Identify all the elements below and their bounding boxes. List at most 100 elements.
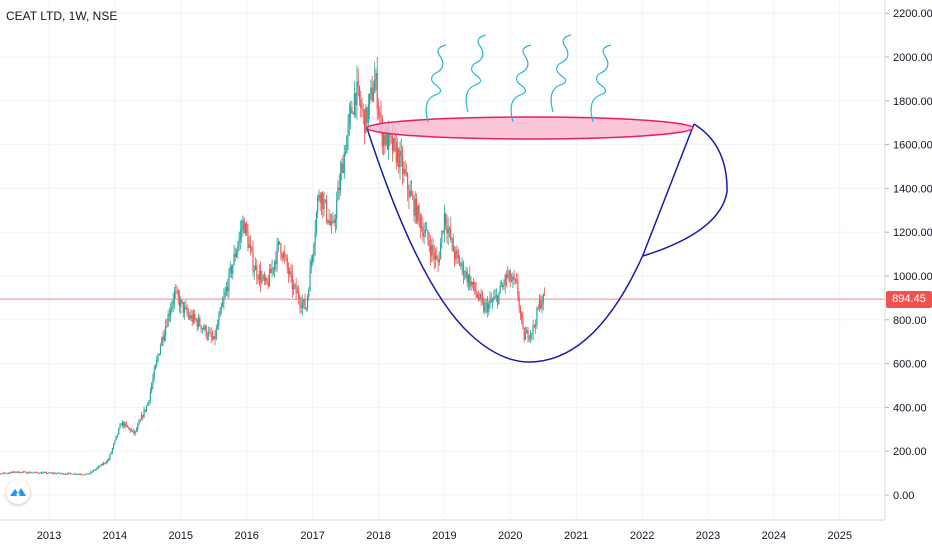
candle-body (83, 474, 86, 476)
candle-body (519, 307, 522, 313)
candle-body (329, 221, 331, 226)
candle-body (286, 258, 288, 268)
candle-body (210, 332, 212, 337)
steam-squiggle (425, 44, 447, 123)
candle-body (420, 226, 423, 229)
candle-body (304, 299, 306, 310)
candle-body (73, 473, 75, 475)
candle-body (535, 325, 537, 326)
cup-body-outline (366, 123, 695, 363)
candle-body (401, 155, 404, 174)
x-axis[interactable]: 2013 2014 2015 2016 2017 2018 2019 2020 2021 2022… (37, 530, 852, 542)
y-tick-label: 400.00 (893, 402, 927, 414)
candle-body (232, 264, 234, 274)
candle-body (315, 212, 318, 232)
candle-body (510, 280, 513, 282)
candle-body (537, 307, 539, 309)
candle-body (129, 428, 131, 432)
candle-body (239, 231, 241, 239)
candle-body (480, 294, 482, 299)
candle-body (462, 262, 465, 276)
candle-body (194, 313, 196, 320)
candle-body (538, 300, 541, 309)
candle-body (300, 305, 302, 308)
candle-body (320, 192, 323, 203)
candle-body (113, 443, 115, 449)
candle-body (238, 238, 240, 246)
candle-body (294, 284, 296, 286)
candle-body (4, 472, 6, 474)
candle-body (476, 293, 478, 298)
candle-body (88, 473, 91, 475)
candle-body (186, 308, 188, 315)
candle-body (182, 302, 184, 313)
candle-body (270, 269, 272, 273)
candle-body (159, 345, 162, 354)
candle-body (393, 138, 395, 152)
candle-body (528, 337, 530, 339)
candle-body (424, 230, 426, 234)
candle-body (499, 285, 501, 293)
candle-body (301, 302, 304, 308)
candle-body (524, 333, 527, 340)
candle-body (241, 229, 243, 232)
candle-body (472, 282, 475, 285)
candle-body (277, 241, 279, 245)
candle-body (156, 359, 158, 365)
candle-body (429, 246, 432, 256)
candle-body (291, 273, 293, 290)
candle-body (16, 471, 18, 473)
candle-body (263, 275, 266, 281)
cup-rim-ellipse (366, 116, 694, 140)
candle-body (337, 187, 339, 201)
candle-body (516, 279, 518, 282)
candle-body (23, 471, 25, 473)
candle-body (82, 474, 84, 476)
candle-body (265, 278, 267, 281)
candle-body (309, 266, 311, 291)
candle-body (77, 474, 79, 475)
candle-body (15, 472, 17, 474)
candle-body (272, 267, 274, 270)
candle-body (400, 150, 402, 156)
candle-body (35, 471, 37, 473)
candle-body (118, 428, 120, 435)
grid-lines (0, 0, 885, 520)
candle-body (313, 245, 315, 256)
candle-body (285, 256, 287, 259)
y-axis[interactable]: 2200.00 2000.00 1800.00 1600.00 1400.00 1200.… (885, 8, 932, 502)
candle-body (408, 189, 410, 198)
candle-body (503, 284, 505, 286)
candle-body (154, 364, 157, 370)
candle-body (366, 107, 368, 123)
candle-body (471, 281, 473, 285)
candle-body (467, 274, 470, 283)
candle-body (124, 423, 126, 427)
candle-body (135, 429, 138, 432)
candle-body (53, 473, 55, 474)
candle-body (328, 221, 330, 224)
candle-body (338, 187, 340, 191)
candle-body (201, 328, 203, 330)
candle-body (235, 251, 238, 257)
candle-body (133, 430, 135, 434)
x-tick-label: 2017 (300, 530, 324, 542)
candle-body (404, 168, 406, 174)
candle-body (91, 471, 93, 473)
candle-body (413, 197, 415, 216)
candle-body (243, 220, 245, 234)
candle-body (123, 421, 125, 427)
candle-body (513, 276, 515, 280)
candle-body (14, 471, 16, 473)
candle-body (168, 313, 170, 316)
candle-body (29, 472, 31, 473)
candle-body (500, 285, 503, 287)
tradingview-logo-icon[interactable] (6, 480, 30, 504)
candle-body (138, 421, 140, 425)
candle-body (120, 424, 122, 426)
candle-body (451, 238, 453, 240)
candle-body (350, 107, 352, 114)
candle-body (452, 238, 454, 252)
candle-body (130, 430, 132, 432)
